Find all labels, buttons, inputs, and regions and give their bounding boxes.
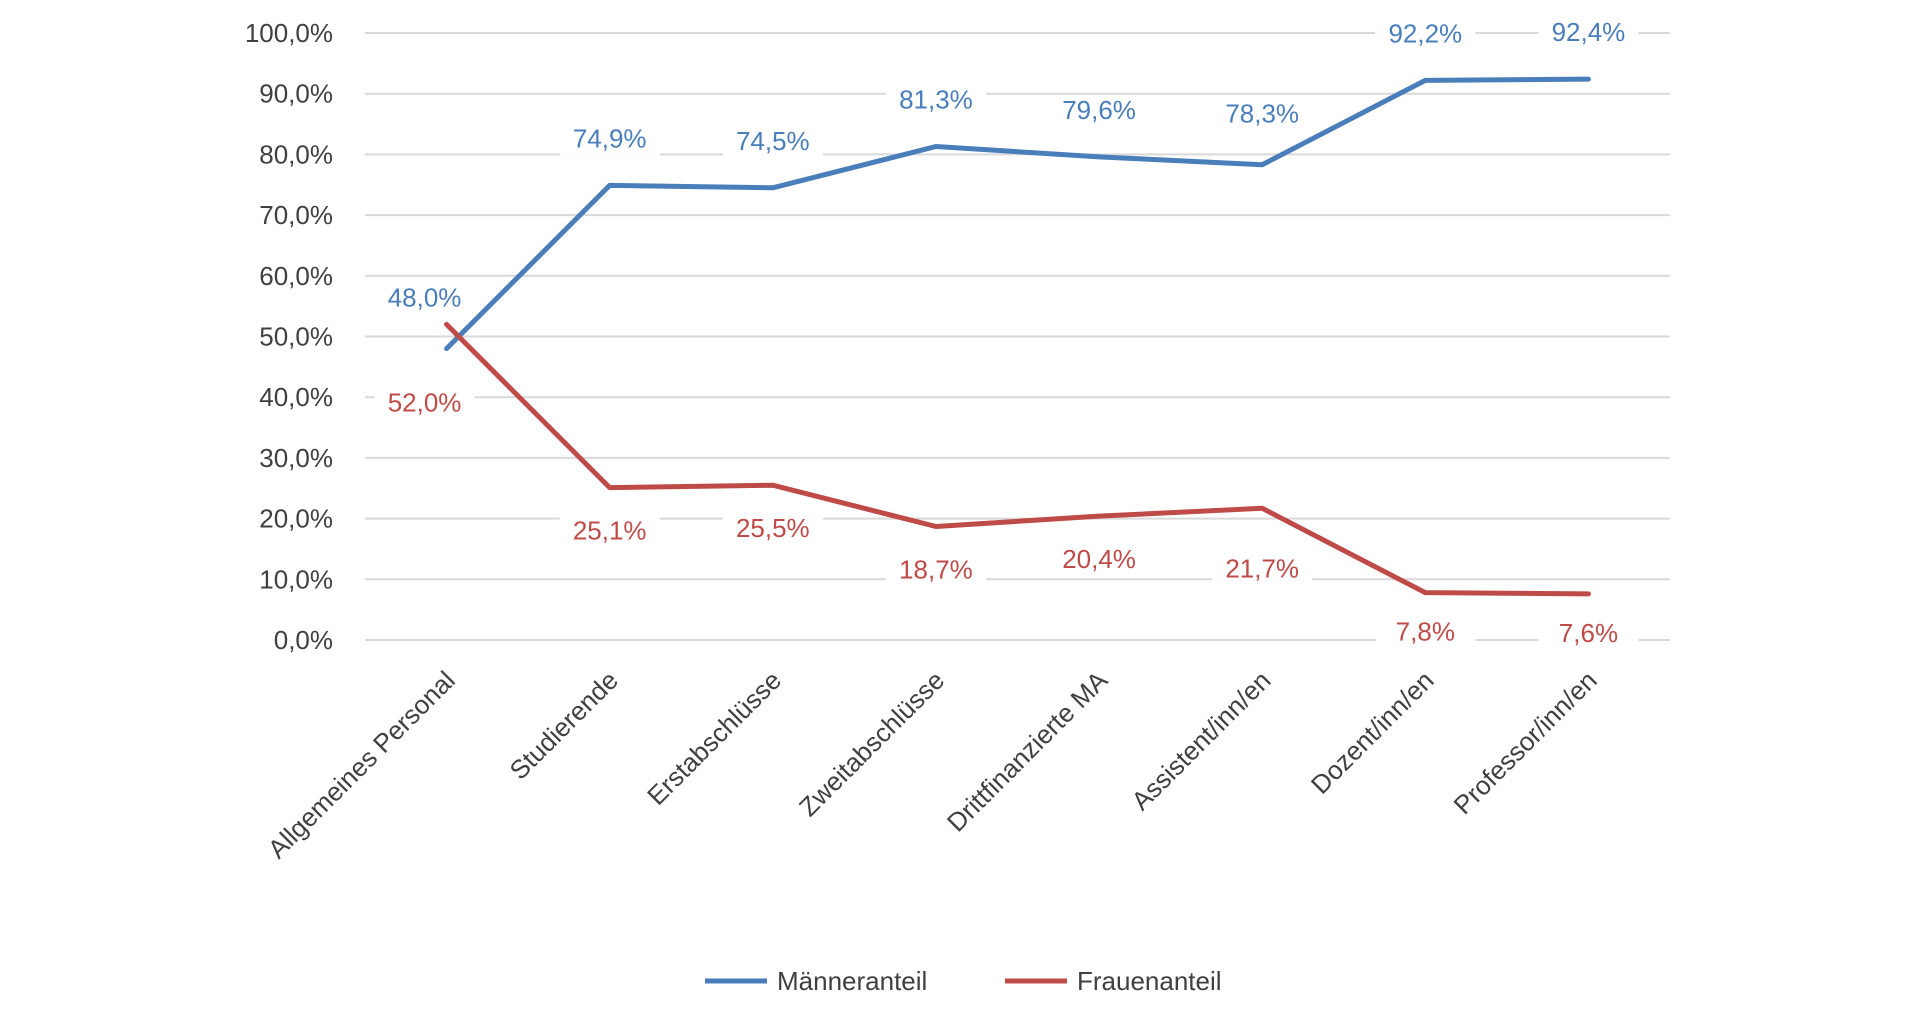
data-label: 7,6%	[1559, 618, 1618, 648]
y-tick-label: 40,0%	[259, 382, 333, 412]
data-label: 74,9%	[573, 123, 647, 153]
y-tick-label: 20,0%	[259, 504, 333, 534]
data-label-bg	[1375, 18, 1476, 51]
x-tick-label: Studierende	[504, 665, 624, 785]
data-label: 92,4%	[1552, 17, 1626, 47]
data-label-bg	[1538, 17, 1639, 50]
data-label: 78,3%	[1225, 99, 1299, 129]
y-tick-label: 10,0%	[259, 564, 333, 594]
y-tick-label: 100,0%	[245, 18, 333, 48]
data-label-bg	[1049, 94, 1150, 127]
data-label: 25,1%	[573, 516, 647, 546]
data-label: 7,8%	[1396, 617, 1455, 647]
data-point	[445, 347, 449, 351]
data-labels: 48,0% 74,9% 74,5% 81,3% 79,6% 78,3% 92,2% 92,4%…	[374, 17, 1639, 650]
data-point	[608, 183, 612, 187]
data-point	[1260, 163, 1264, 167]
x-tick-label: Drittfinanzierte MA	[941, 665, 1114, 838]
x-tick-label: Assistent/inn/en	[1125, 665, 1276, 816]
y-tick-label: 0,0%	[274, 625, 333, 655]
data-label: 18,7%	[899, 554, 973, 584]
data-label-bg	[559, 123, 660, 156]
series-lines	[444, 76, 1591, 597]
data-point	[1423, 78, 1427, 82]
data-label: 81,3%	[899, 85, 973, 115]
data-point	[608, 486, 612, 490]
data-label: 52,0%	[388, 387, 462, 417]
x-tick-label: Professor/inn/en	[1448, 665, 1603, 820]
data-point	[1097, 155, 1101, 159]
data-point	[1423, 591, 1427, 595]
data-label-bg	[374, 387, 475, 420]
legend: Männeranteil Frauenanteil	[705, 966, 1222, 996]
data-label-bg	[1375, 616, 1476, 649]
x-tick-label: Dozent/inn/en	[1305, 665, 1440, 800]
data-label: 20,4%	[1062, 544, 1136, 574]
data-point	[1097, 514, 1101, 518]
data-point	[934, 524, 938, 528]
x-tick-label: Erstabschlüsse	[641, 665, 787, 811]
data-label-bg	[1049, 544, 1150, 577]
data-label-bg	[885, 554, 986, 587]
x-tick-label: Allgemeines Personal	[262, 665, 461, 864]
data-label-bg	[722, 513, 823, 546]
data-point	[1260, 506, 1264, 510]
y-axis-ticks: 0,0% 10,0% 20,0% 30,0% 40,0% 50,0% 60,0% 70,0% 8…	[245, 18, 333, 655]
y-tick-label: 30,0%	[259, 443, 333, 473]
data-point	[934, 145, 938, 149]
y-tick-label: 50,0%	[259, 322, 333, 352]
data-point	[771, 186, 775, 190]
data-point	[771, 483, 775, 487]
data-label: 79,6%	[1062, 95, 1136, 125]
x-axis-ticks: Allgemeines Personal Studierende Erstabsch…	[262, 665, 1603, 864]
y-tick-label: 70,0%	[259, 200, 333, 230]
legend-label: Männeranteil	[777, 966, 927, 996]
data-label-bg	[559, 515, 660, 548]
y-tick-label: 80,0%	[259, 139, 333, 169]
data-point	[1586, 592, 1590, 596]
data-label: 74,5%	[736, 126, 810, 156]
data-label-bg	[374, 282, 475, 315]
data-point	[445, 322, 449, 326]
data-label-bg	[1212, 553, 1313, 586]
data-label-bg	[1538, 617, 1639, 650]
data-label: 48,0%	[388, 283, 462, 313]
data-label: 21,7%	[1225, 553, 1299, 583]
legend-label: Frauenanteil	[1077, 966, 1222, 996]
data-label: 25,5%	[736, 513, 810, 543]
y-tick-label: 90,0%	[259, 79, 333, 109]
y-tick-label: 60,0%	[259, 261, 333, 291]
data-label-bg	[885, 84, 986, 117]
data-label: 92,2%	[1388, 18, 1462, 48]
x-tick-label: Zweitabschlüsse	[793, 665, 950, 822]
data-point	[1586, 77, 1590, 81]
series-line	[444, 321, 1591, 597]
series-line	[444, 76, 1591, 352]
data-label-bg	[1212, 98, 1313, 131]
data-label-bg	[722, 125, 823, 158]
